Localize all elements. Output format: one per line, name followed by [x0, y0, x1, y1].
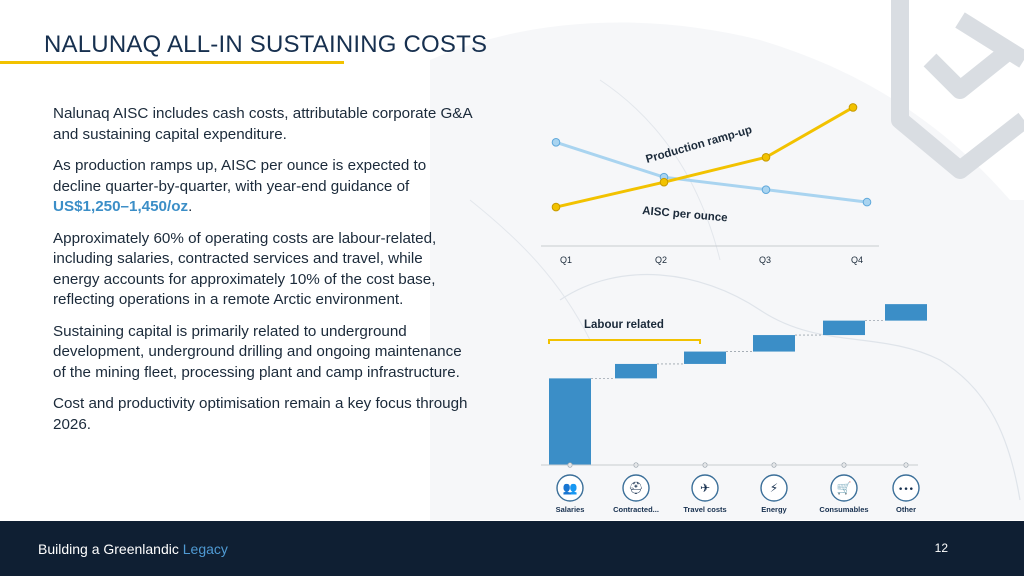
series-line-production — [555, 106, 854, 209]
paragraph-2: As production ramps up, AISC per ounce i… — [53, 156, 473, 218]
dots-icon — [892, 474, 920, 502]
lightning-icon — [760, 474, 788, 502]
bar-energy — [753, 335, 795, 352]
cart-icon-glyph: 🛒 — [837, 481, 852, 495]
worker-icon-glyph: ⛑ — [628, 481, 643, 495]
series-line-aisc — [555, 140, 868, 204]
bar-salaries — [549, 378, 591, 465]
page-number: 12 — [934, 541, 948, 555]
point-prod-q4 — [848, 103, 858, 112]
waterfall-chart: Labour related 👥 Salaries ⛑ Contracted... ✈ T… — [541, 304, 927, 514]
body-text: Nalunaq AISC includes cash costs, attrib… — [53, 104, 473, 446]
lightning-icon-glyph: ⚡ — [770, 481, 778, 495]
tick-label-q3: Q3 — [759, 255, 771, 265]
point-prod-q1 — [551, 202, 561, 212]
footer-bar: Building a Greenlandic Legacy 12 — [0, 521, 1024, 576]
labour-related-bracket — [548, 339, 701, 344]
category-label-6: Other — [896, 505, 916, 514]
category-label-3: Travel costs — [683, 505, 726, 514]
title-underline — [0, 61, 344, 64]
category-label-1: Salaries — [556, 505, 585, 514]
paragraph-5: Cost and productivity optimisation remai… — [53, 395, 468, 433]
bar-contracted — [615, 363, 657, 379]
paragraph-2-end: . — [188, 198, 193, 215]
paragraph-2-text: As production ramps up, AISC per ounce i… — [53, 157, 427, 195]
category-label-2: Contracted... — [613, 505, 659, 514]
people-icon-glyph: 👥 — [563, 481, 578, 495]
point-aisc-q1 — [551, 138, 561, 147]
line-chart: Q1 Q2 Q3 Q4 Production ramp-up AISC per oun… — [541, 103, 879, 265]
footer-tagline: Building a Greenlandic Legacy — [38, 541, 228, 557]
paragraph-4: Sustaining capital is primarily related … — [53, 322, 462, 381]
tick-label-q2: Q2 — [655, 255, 667, 265]
footer-tagline-text: Building a Greenlandic — [38, 541, 183, 557]
tick-label-q1: Q1 — [560, 255, 572, 265]
airplane-icon — [691, 474, 719, 502]
labour-related-label: Labour related — [584, 319, 664, 331]
point-prod-q3 — [761, 152, 771, 162]
bar-other — [885, 304, 927, 321]
category-label-5: Consumables — [819, 505, 868, 514]
slide-title: NALUNAQ ALL-IN SUSTAINING COSTS — [44, 31, 488, 58]
airplane-icon-glyph: ✈ — [700, 481, 710, 495]
series-label-production: Production ramp-up — [645, 124, 754, 166]
bar-consumables — [823, 320, 865, 336]
bar-travel-costs — [684, 351, 726, 364]
paragraph-1: Nalunaq AISC includes cash costs, attrib… — [53, 105, 472, 143]
point-aisc-q3 — [761, 185, 771, 194]
dots-icon-glyph: ••• — [898, 485, 914, 495]
corner-logo — [891, 0, 1024, 179]
cart-icon — [830, 474, 858, 502]
tick-label-q4: Q4 — [851, 255, 863, 265]
series-label-aisc: AISC per ounce — [642, 205, 728, 224]
guidance-highlight: US$1,250–1,450/oz — [53, 198, 189, 215]
people-icon — [556, 474, 584, 502]
worker-icon — [622, 474, 650, 502]
point-aisc-q4 — [862, 197, 872, 207]
footer-tagline-accent: Legacy — [182, 541, 228, 557]
paragraph-3: Approximately 60% of operating costs are… — [53, 229, 437, 309]
category-label-4: Energy — [761, 505, 787, 514]
point-prod-q2 — [659, 177, 669, 187]
